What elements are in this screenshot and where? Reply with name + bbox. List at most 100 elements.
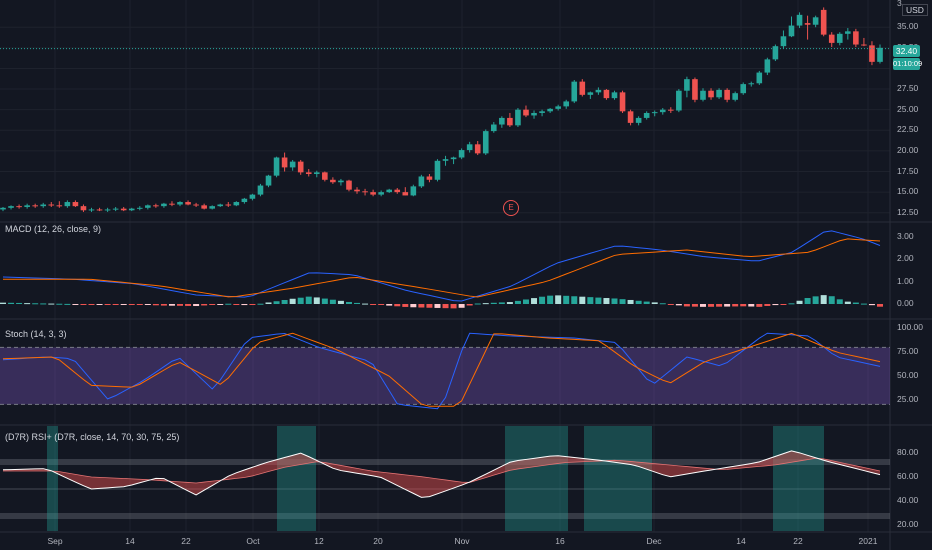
candle-body bbox=[595, 89, 602, 93]
macd-histogram-bar bbox=[128, 304, 135, 305]
candle-body bbox=[861, 44, 867, 46]
macd-histogram-bar bbox=[305, 296, 312, 304]
rsi-indicator[interactable] bbox=[0, 426, 890, 531]
macd-histogram-bar bbox=[555, 295, 562, 304]
candle-body bbox=[788, 25, 795, 37]
candle bbox=[668, 107, 674, 113]
candle bbox=[515, 108, 521, 127]
candle bbox=[169, 201, 175, 207]
macd-title[interactable]: MACD (12, 26, close, 9) bbox=[5, 224, 102, 234]
candle bbox=[458, 148, 465, 160]
candle bbox=[507, 112, 513, 127]
price-candles[interactable] bbox=[0, 7, 890, 212]
candle-body bbox=[724, 89, 730, 100]
rsi-title[interactable]: (D7R) RSI+ (D7R, close, 14, 70, 30, 75, … bbox=[5, 432, 180, 442]
candle bbox=[32, 203, 38, 208]
stoch-indicator[interactable] bbox=[0, 332, 890, 410]
candle-body bbox=[313, 172, 320, 174]
candle-body bbox=[330, 179, 336, 183]
macd-histogram-bar bbox=[474, 303, 481, 305]
candle-body bbox=[587, 92, 594, 95]
macd-histogram-bar bbox=[627, 299, 634, 304]
macd-histogram-bar bbox=[96, 304, 103, 305]
candle-body bbox=[128, 208, 135, 211]
candle-body bbox=[507, 117, 513, 126]
candle bbox=[362, 188, 368, 196]
macd-histogram-bar bbox=[362, 303, 369, 305]
candle bbox=[836, 32, 843, 46]
candle-body bbox=[434, 160, 441, 180]
candle-body bbox=[555, 106, 561, 109]
candle-body bbox=[869, 45, 875, 62]
macd-axis-label: 2.00 bbox=[897, 253, 914, 263]
candle-body bbox=[169, 203, 175, 205]
time-axis-label: 16 bbox=[555, 536, 565, 546]
candle bbox=[499, 116, 505, 128]
candle-body bbox=[676, 90, 682, 111]
candle bbox=[724, 88, 730, 103]
candle-body bbox=[708, 90, 714, 98]
macd-indicator[interactable] bbox=[0, 230, 883, 309]
candle bbox=[861, 37, 867, 47]
candle-body bbox=[796, 14, 803, 26]
stoch-title[interactable]: Stoch (14, 3, 3) bbox=[5, 329, 67, 339]
macd-histogram-bar bbox=[370, 304, 377, 305]
macd-histogram-bar bbox=[64, 303, 71, 305]
candle bbox=[523, 105, 529, 118]
time-axis-label: 22 bbox=[181, 536, 191, 546]
candle bbox=[828, 32, 835, 48]
candle-body bbox=[482, 131, 489, 154]
macd-histogram-bar bbox=[651, 302, 658, 304]
candle-body bbox=[145, 205, 151, 208]
macd-axis-label: 0.00 bbox=[897, 298, 914, 308]
candle-body bbox=[490, 124, 497, 132]
stoch-axis-label: 100.00 bbox=[897, 322, 923, 333]
candle-body bbox=[88, 209, 95, 211]
candle bbox=[145, 204, 151, 210]
earnings-marker[interactable]: E bbox=[503, 200, 519, 216]
candle bbox=[80, 204, 87, 212]
candle bbox=[297, 159, 304, 175]
candle-body bbox=[362, 191, 368, 193]
candle bbox=[635, 116, 642, 126]
candle bbox=[482, 129, 489, 156]
candle-body bbox=[659, 109, 666, 113]
candle-body bbox=[820, 9, 827, 35]
rsi-axis-label: 40.00 bbox=[897, 495, 919, 505]
candle bbox=[128, 207, 135, 212]
macd-histogram-bar bbox=[619, 299, 626, 304]
candle-body bbox=[370, 192, 376, 195]
currency-label[interactable]: USD bbox=[902, 4, 928, 16]
candle-body bbox=[225, 204, 232, 206]
macd-histogram-bar bbox=[225, 303, 232, 305]
candle bbox=[120, 206, 127, 212]
candle-body bbox=[523, 109, 529, 116]
macd-histogram-bar bbox=[804, 298, 811, 304]
candle bbox=[643, 111, 650, 120]
macd-axis-label: 1.00 bbox=[897, 275, 914, 286]
candle-body bbox=[96, 209, 103, 211]
candle bbox=[241, 197, 248, 204]
macd-histogram-bar bbox=[458, 304, 465, 308]
candle bbox=[273, 156, 280, 178]
candle-body bbox=[209, 206, 215, 209]
candle-body bbox=[233, 202, 240, 206]
macd-histogram-bar bbox=[402, 304, 409, 307]
candle bbox=[72, 200, 79, 207]
candle bbox=[740, 82, 747, 95]
macd-histogram-bar bbox=[418, 304, 425, 308]
candle-body bbox=[619, 92, 626, 112]
macd-histogram-bar bbox=[217, 304, 224, 305]
candle-body bbox=[24, 205, 30, 207]
candle bbox=[539, 109, 545, 117]
macd-histogram-bar bbox=[24, 303, 31, 305]
macd-histogram-bar bbox=[88, 304, 95, 305]
rsi-axis-label: 60.00 bbox=[897, 471, 919, 481]
rsi-upper-band bbox=[0, 459, 890, 465]
macd-histogram-bar bbox=[748, 304, 755, 307]
macd-histogram-bar bbox=[716, 304, 723, 307]
candle bbox=[386, 188, 393, 193]
candle bbox=[434, 159, 441, 182]
candle bbox=[0, 206, 6, 212]
